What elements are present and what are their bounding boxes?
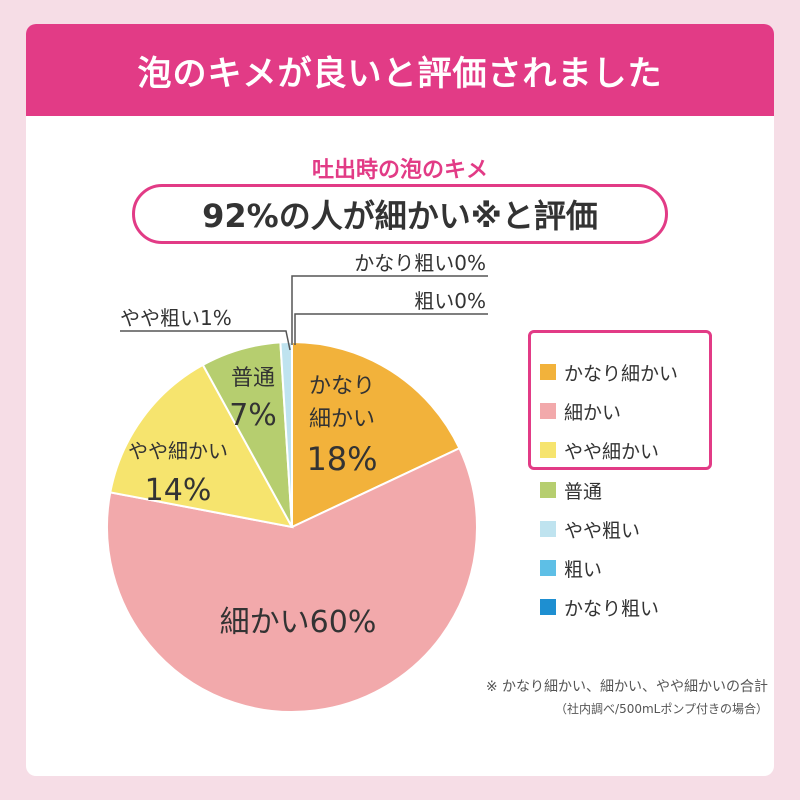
callout-slightly-coarse: やや粗い1% <box>120 306 232 330</box>
legend-label: 粗い <box>564 558 603 581</box>
callout-line-very-coarse <box>291 275 488 345</box>
legend-item: かなり粗い <box>540 593 659 621</box>
legend-label: やや細かい <box>564 440 660 463</box>
label-very-fine-2: 細かい <box>309 407 375 432</box>
title-banner: 泡のキメが良いと評価されました <box>26 24 774 116</box>
callout-very-coarse: かなり粗い0% <box>354 251 486 275</box>
legend-swatch <box>540 482 556 498</box>
callout-coarse: 粗い0% <box>414 289 486 313</box>
legend-label: 普通 <box>564 480 603 503</box>
label-slightly-fine-pct: 14% <box>145 473 212 508</box>
legend-label: やや粗い <box>564 519 641 542</box>
legend-item: 粗い <box>540 554 602 582</box>
label-very-fine-1: かなり <box>309 374 375 399</box>
label-fine: 細かい60% <box>220 605 377 640</box>
pie-slice-2 <box>109 363 294 529</box>
callout-line-slightly-coarse <box>120 330 291 351</box>
footnote-line1: ※ かなり細かい、細かい、やや細かいの合計 <box>485 679 768 695</box>
legend-item: かなり細かい <box>540 358 678 386</box>
legend-swatch <box>540 521 556 537</box>
headline-text: 92%の人が細かい※と評価 <box>202 197 598 235</box>
banner-title: 泡のキメが良いと評価されました <box>137 53 663 94</box>
legend-label: かなり粗い <box>564 597 660 620</box>
legend-item: 細かい <box>540 397 621 425</box>
footnote-line2: （社内調べ/500mLポンプ付きの場合） <box>555 702 768 716</box>
headline-pill: 92%の人が細かい※と評価 <box>132 184 668 244</box>
legend-item: 普通 <box>540 476 602 504</box>
pie-slice-0 <box>291 340 461 529</box>
label-slightly-fine: やや細かい <box>128 439 228 463</box>
chart-subtitle: 吐出時の泡のキメ <box>311 158 488 183</box>
pie-slice-1 <box>106 446 478 713</box>
legend-highlight-box <box>528 330 712 470</box>
footnote: ※ かなり細かい、細かい、やや細かいの合計 （社内調べ/500mLポンプ付きの場… <box>486 676 768 717</box>
callout-line-coarse <box>294 313 488 345</box>
label-normal: 普通 <box>231 366 275 391</box>
legend-label: 細かい <box>564 401 622 424</box>
legend-swatch <box>540 442 556 458</box>
pie-slices <box>106 340 478 713</box>
legend-swatch <box>540 599 556 615</box>
legend-item: やや粗い <box>540 515 640 543</box>
legend-item: やや細かい <box>540 436 659 464</box>
label-normal-pct: 7% <box>229 398 277 433</box>
legend-label: かなり細かい <box>564 362 679 385</box>
legend-swatch <box>540 403 556 419</box>
legend-swatch <box>540 364 556 380</box>
legend-swatch <box>540 560 556 576</box>
label-very-fine-pct: 18% <box>306 440 377 478</box>
